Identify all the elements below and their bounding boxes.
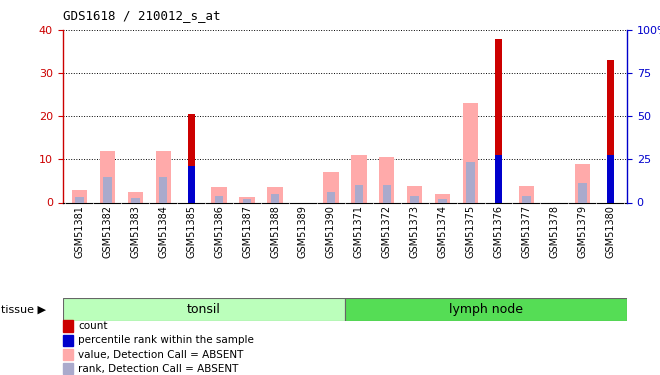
Text: GDS1618 / 210012_s_at: GDS1618 / 210012_s_at xyxy=(63,9,220,22)
Text: GSM51383: GSM51383 xyxy=(130,206,141,258)
Bar xyxy=(607,60,614,202)
Text: GSM51379: GSM51379 xyxy=(578,206,587,258)
Bar xyxy=(240,197,255,202)
Bar xyxy=(243,200,251,202)
Bar xyxy=(187,114,195,202)
Text: GSM51375: GSM51375 xyxy=(465,206,476,258)
Bar xyxy=(271,194,279,202)
Text: GSM51373: GSM51373 xyxy=(410,206,420,258)
Bar xyxy=(463,104,478,202)
Bar xyxy=(467,162,475,202)
Bar xyxy=(354,185,363,202)
Text: GSM51384: GSM51384 xyxy=(158,206,168,258)
Bar xyxy=(63,349,73,360)
Bar xyxy=(351,155,366,203)
Bar xyxy=(187,166,195,202)
Text: GSM51389: GSM51389 xyxy=(298,206,308,258)
Bar xyxy=(75,197,84,202)
Text: count: count xyxy=(78,321,108,331)
Bar xyxy=(522,196,531,202)
Bar xyxy=(100,151,115,202)
Bar xyxy=(63,298,345,321)
Text: GSM51390: GSM51390 xyxy=(326,206,336,258)
Bar xyxy=(127,192,143,202)
Bar xyxy=(383,185,391,202)
Text: GSM51371: GSM51371 xyxy=(354,206,364,258)
Bar xyxy=(578,183,587,203)
Bar xyxy=(411,196,419,202)
Text: GSM51381: GSM51381 xyxy=(75,206,84,258)
Bar xyxy=(267,188,282,202)
Bar xyxy=(438,199,447,202)
Text: GSM51382: GSM51382 xyxy=(102,206,112,258)
Text: GSM51372: GSM51372 xyxy=(381,206,392,258)
Bar xyxy=(575,164,590,202)
Bar xyxy=(323,172,339,202)
Text: GSM51386: GSM51386 xyxy=(214,206,224,258)
Bar xyxy=(215,196,223,202)
Text: rank, Detection Call = ABSENT: rank, Detection Call = ABSENT xyxy=(78,364,238,374)
Bar xyxy=(211,188,227,202)
Bar xyxy=(495,39,502,203)
Bar xyxy=(63,320,73,332)
Bar xyxy=(345,298,627,321)
Text: GSM51376: GSM51376 xyxy=(494,206,504,258)
Bar xyxy=(519,186,534,202)
Text: GSM51385: GSM51385 xyxy=(186,206,196,258)
Bar xyxy=(156,151,171,202)
Bar xyxy=(63,363,73,375)
Text: value, Detection Call = ABSENT: value, Detection Call = ABSENT xyxy=(78,350,244,360)
Bar xyxy=(63,334,73,346)
Text: tonsil: tonsil xyxy=(187,303,220,316)
Text: GSM51387: GSM51387 xyxy=(242,206,252,258)
Bar xyxy=(379,157,395,203)
Bar xyxy=(435,194,450,202)
Bar xyxy=(103,177,112,203)
Bar xyxy=(407,186,422,202)
Bar xyxy=(131,198,139,202)
Bar xyxy=(72,190,87,202)
Text: GSM51377: GSM51377 xyxy=(521,206,531,258)
Text: GSM51388: GSM51388 xyxy=(270,206,280,258)
Text: GSM51380: GSM51380 xyxy=(605,206,615,258)
Bar xyxy=(495,155,502,203)
Text: percentile rank within the sample: percentile rank within the sample xyxy=(78,335,254,345)
Bar xyxy=(607,155,614,203)
Text: tissue ▶: tissue ▶ xyxy=(1,304,46,314)
Text: lymph node: lymph node xyxy=(449,303,523,316)
Bar xyxy=(159,177,168,203)
Text: GSM51374: GSM51374 xyxy=(438,206,447,258)
Text: GSM51378: GSM51378 xyxy=(549,206,560,258)
Bar xyxy=(327,192,335,202)
